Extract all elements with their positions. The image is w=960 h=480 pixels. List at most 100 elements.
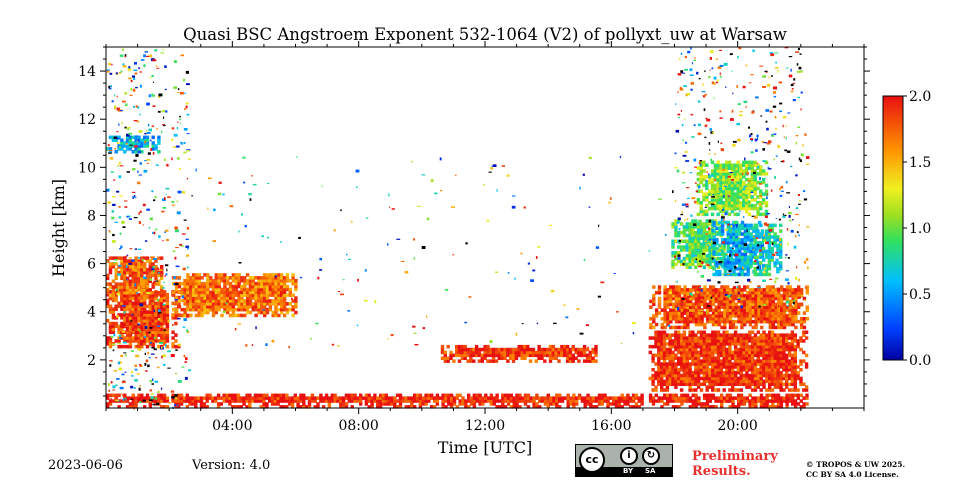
- heatmap-cell: [770, 382, 775, 386]
- heatmap-cell: [748, 347, 752, 352]
- heatmap-cell: [671, 405, 676, 409]
- heatmap-cell: [731, 319, 736, 324]
- heatmap-speck: [766, 196, 768, 200]
- heatmap-cell: [773, 264, 777, 268]
- heatmap-cell: [765, 373, 769, 378]
- heatmap-cell: [737, 285, 741, 289]
- heatmap-speck: [807, 266, 809, 270]
- heatmap-speck: [790, 229, 794, 233]
- heatmap-cell: [773, 243, 777, 248]
- heatmap-cell: [254, 276, 258, 280]
- heatmap-cell: [725, 336, 729, 340]
- heatmap-cell: [757, 319, 761, 324]
- heatmap-cell: [108, 310, 113, 314]
- heatmap-cell: [260, 302, 264, 306]
- heatmap-cell: [137, 307, 141, 311]
- heatmap-cell: [162, 321, 167, 326]
- heatmap-cell: [779, 264, 783, 268]
- heatmap-cell: [713, 163, 718, 167]
- heatmap-speck: [798, 224, 800, 227]
- heatmap-cell: [260, 305, 264, 309]
- heatmap-cell: [736, 177, 740, 182]
- heatmap-cell: [725, 356, 729, 360]
- heatmap-cell: [310, 393, 315, 398]
- heatmap-cell: [746, 249, 750, 254]
- heatmap-cell: [680, 308, 684, 312]
- heatmap-cell: [768, 333, 772, 337]
- heatmap-cell: [738, 267, 742, 271]
- heatmap-cell: [228, 396, 232, 400]
- heatmap-cell: [662, 336, 667, 340]
- heatmap-cell: [143, 301, 147, 306]
- heatmap-cell: [558, 393, 562, 398]
- heatmap-cell: [558, 405, 562, 409]
- heatmap-cell: [663, 393, 667, 398]
- heatmap-cell: [782, 376, 786, 381]
- heatmap-cell: [768, 385, 772, 389]
- heatmap-cell: [759, 192, 763, 196]
- heatmap-cell: [765, 305, 770, 309]
- heatmap-cell: [206, 296, 210, 300]
- heatmap-cell: [771, 302, 775, 307]
- heatmap-cell: [273, 396, 278, 400]
- heatmap-cell: [665, 388, 670, 392]
- heatmap-cell: [768, 317, 772, 321]
- heatmap-cell: [711, 368, 715, 372]
- heatmap-cell: [696, 225, 701, 229]
- heatmap-speck: [118, 161, 121, 165]
- heatmap-cell: [694, 333, 698, 337]
- heatmap-cell: [677, 382, 681, 386]
- heatmap-cell: [682, 365, 687, 369]
- heatmap-speck: [723, 219, 725, 221]
- heatmap-cell: [671, 368, 675, 372]
- heatmap-cell: [691, 239, 695, 243]
- heatmap-cell: [738, 249, 742, 254]
- heatmap-cell: [128, 336, 133, 340]
- heatmap-cell: [620, 396, 624, 400]
- heatmap-cell: [457, 347, 462, 352]
- heatmap-cell: [265, 310, 270, 315]
- heatmap-speck: [183, 318, 187, 321]
- heatmap-cell: [705, 402, 710, 406]
- heatmap-cell: [543, 359, 547, 363]
- heatmap-cell: [706, 293, 710, 298]
- heatmap-speck: [769, 110, 773, 113]
- heatmap-cell: [731, 402, 735, 406]
- heatmap-cell: [674, 373, 678, 378]
- heatmap-cell: [756, 356, 760, 360]
- heatmap-cell: [206, 307, 210, 312]
- heatmap-cell: [125, 138, 130, 142]
- heatmap-cell: [677, 350, 681, 355]
- heatmap-cell: [128, 330, 133, 334]
- heatmap-cell: [160, 324, 164, 329]
- heatmap-cell: [691, 353, 695, 358]
- heatmap-cell: [713, 183, 718, 188]
- heatmap-cell: [461, 402, 465, 406]
- heatmap-cell: [754, 311, 758, 315]
- heatmap-cell: [575, 399, 579, 403]
- heatmap-cell: [626, 399, 630, 403]
- heatmap-cell: [790, 370, 795, 375]
- heatmap-cell: [749, 258, 753, 262]
- heatmap-cell: [677, 319, 682, 324]
- heatmap-cell: [256, 396, 261, 400]
- heatmap-cell: [770, 333, 775, 337]
- heatmap-cell: [494, 359, 499, 363]
- heatmap-cell: [674, 362, 678, 366]
- heatmap-cell: [160, 321, 164, 326]
- heatmap-cell: [734, 311, 738, 315]
- heatmap-cell: [791, 291, 795, 295]
- heatmap-cell: [183, 310, 187, 315]
- heatmap-cell: [691, 262, 695, 267]
- heatmap-cell: [738, 272, 742, 277]
- heatmap-cell: [743, 302, 747, 307]
- heatmap-cell: [747, 189, 752, 193]
- heatmap-cell: [591, 350, 595, 355]
- heatmap-cell: [154, 276, 158, 281]
- heatmap-cell: [759, 353, 763, 358]
- heatmap-cell: [743, 223, 748, 228]
- heatmap-speck: [746, 172, 749, 175]
- heatmap-cell: [787, 333, 792, 337]
- heatmap-cell: [714, 399, 718, 403]
- heatmap-cell: [657, 356, 661, 360]
